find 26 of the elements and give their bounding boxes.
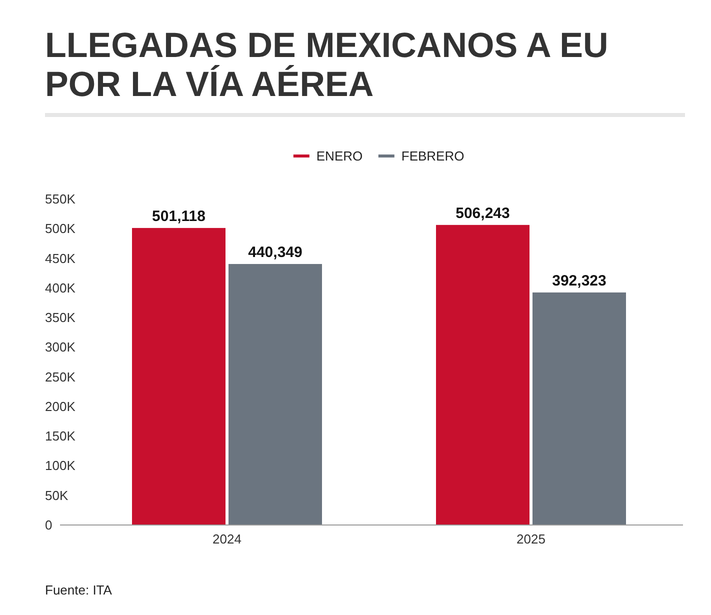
y-tick-label: 200K <box>45 398 76 414</box>
bar <box>532 292 626 525</box>
chart-title: LLEGADAS DE MEXICANOS A EU POR LA VÍA AÉREA <box>45 26 608 104</box>
x-tick-label: 2025 <box>516 532 546 546</box>
y-tick-label: 250K <box>45 369 76 384</box>
data-label: 506,243 <box>456 204 510 222</box>
y-tick-label: 350K <box>45 310 76 326</box>
y-tick-label: 100K <box>45 458 76 474</box>
y-tick-label: 450K <box>45 250 76 266</box>
source-note: Fuente: ITA <box>45 582 112 598</box>
y-tick-label: 500K <box>45 221 76 236</box>
bar <box>228 264 322 525</box>
y-tick-label: 150K <box>45 428 76 444</box>
legend-label: ENERO <box>316 148 363 164</box>
y-tick-label: 300K <box>45 340 76 355</box>
y-tick-label: 550K <box>45 192 76 206</box>
y-tick-label: 0 <box>45 518 52 532</box>
y-tick-label: 400K <box>45 280 76 296</box>
x-tick-label: 2024 <box>212 532 242 546</box>
data-label: 440,349 <box>248 244 302 261</box>
y-tick-label: 50K <box>45 488 68 503</box>
bar <box>132 228 226 525</box>
legend-label: FEBRERO <box>401 148 464 164</box>
data-label: 392,323 <box>552 272 606 290</box>
bar <box>436 224 530 525</box>
data-label: 501,118 <box>152 208 206 225</box>
